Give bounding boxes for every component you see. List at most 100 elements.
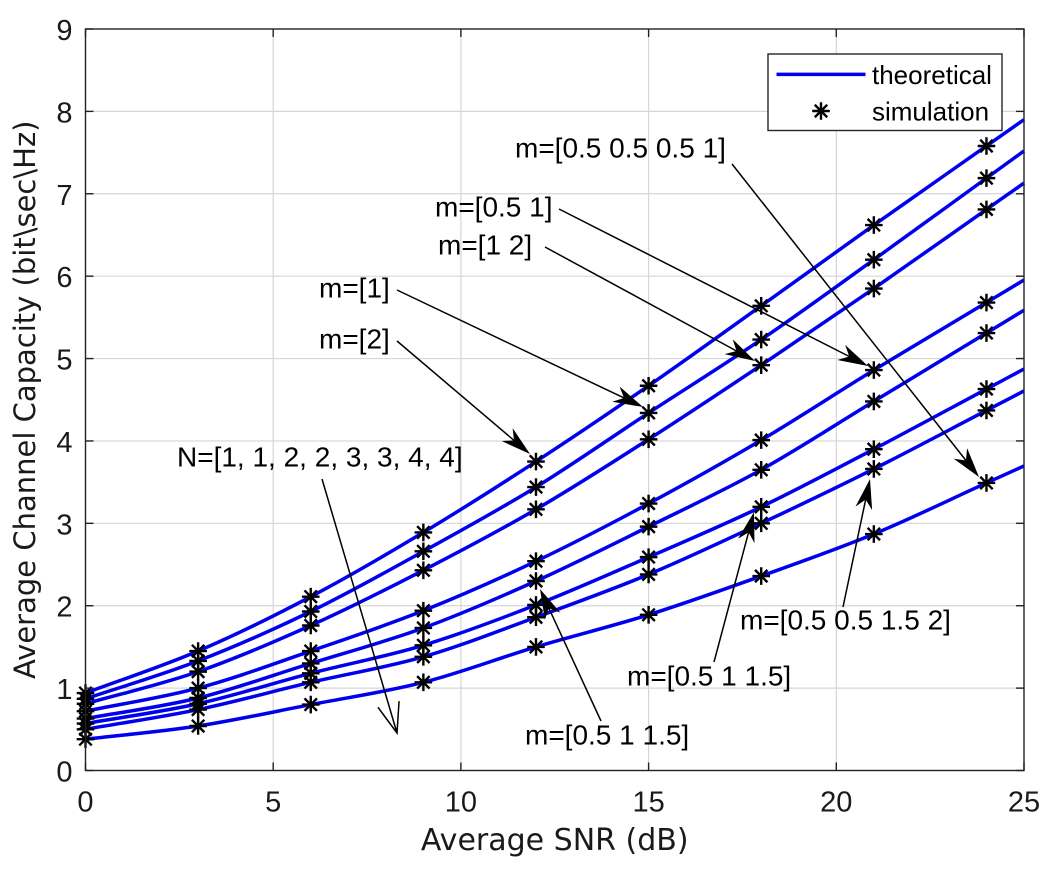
marker-asterisk [639, 376, 658, 395]
marker-asterisk [865, 460, 883, 478]
marker-asterisk [527, 500, 545, 519]
marker-asterisk [639, 605, 658, 624]
y-tick-label-1: 1 [56, 674, 72, 706]
x-tick-label-25: 25 [1008, 787, 1040, 819]
marker-asterisk [527, 638, 545, 656]
marker-asterisk [527, 572, 545, 590]
y-tick-label-2: 2 [56, 592, 72, 624]
marker-asterisk [639, 494, 658, 513]
series-line-4-m-0-5-1 [85, 278, 1025, 713]
marker-asterisk [752, 297, 771, 315]
marker-asterisk [752, 498, 771, 516]
marker-asterisk [414, 636, 433, 655]
annotation-arrow-line [396, 340, 515, 441]
legend-marker-asterisk [812, 102, 830, 120]
marker-asterisk [865, 440, 883, 458]
marker-asterisk [301, 616, 320, 635]
annotation-m-05-1-15-up: m=[0.5 1 1.5] [627, 512, 791, 692]
y-tick-label-3: 3 [56, 509, 72, 541]
grid-lines [85, 29, 1024, 771]
series-line-7-m-0-5-0-5-1-5-2 [85, 389, 1025, 732]
x-axis-label: Average SNR (dB) [421, 823, 689, 858]
marker-asterisk [977, 200, 996, 219]
marker-asterisk [301, 602, 320, 621]
annotation-arrow-line [558, 208, 850, 358]
y-tick-label-0: 0 [56, 757, 72, 789]
y-tick-label-8: 8 [56, 97, 72, 129]
marker-asterisk [527, 608, 545, 627]
annotation-arrowhead [724, 339, 755, 361]
marker-asterisk [189, 700, 207, 719]
annotation-label-m-05-05-05-1: m=[0.5 0.5 0.5 1] [515, 133, 726, 164]
axes-box [84, 28, 1025, 772]
marker-asterisk [752, 356, 771, 374]
x-tick-label-10: 10 [445, 787, 477, 819]
marker-asterisk [977, 380, 996, 398]
marker-asterisk [301, 664, 320, 683]
marker-asterisk [189, 652, 207, 670]
annotation-label-m-05-05-15-2: m=[0.5 0.5 1.5 2] [740, 605, 951, 636]
series-line-6-m-0-5-1-1-5 [85, 367, 1025, 726]
annotation-m-05-05-05-1: m=[0.5 0.5 0.5 1] [515, 133, 979, 477]
marker-asterisk [527, 478, 545, 496]
series-line-1-m-2 [84, 118, 1026, 695]
annotation-arrow-line [842, 499, 867, 608]
annotation-m-1-2: m=[1 2] [438, 230, 755, 361]
marker-asterisk [752, 431, 771, 449]
marker-asterisk [977, 293, 996, 312]
marker-asterisk [301, 673, 320, 692]
marker-asterisk [414, 601, 433, 620]
series-line-8-m-0-5-0-5-0-5-1 [85, 464, 1025, 741]
annotation-arrowhead [738, 512, 755, 544]
marker-asterisk [189, 662, 207, 681]
annotation-arrowhead [837, 344, 868, 366]
annotation-n-list: N=[1, 1, 2, 2, 3, 3, 4, 4] [177, 442, 463, 736]
marker-asterisk [189, 717, 207, 735]
marker-asterisk [865, 525, 883, 543]
series-lines [84, 118, 1026, 741]
annotation-label-m-05-1-15-low: m=[0.5 1 1.5] [525, 720, 689, 751]
y-tick-label-6: 6 [56, 262, 72, 294]
marker-asterisk [865, 216, 883, 234]
annotation-label-m-1: m=[1] [319, 273, 390, 304]
y-axis-label: Average Channel Capacity (bit\sec\Hz) [8, 121, 42, 679]
marker-asterisk [301, 695, 320, 714]
marker-asterisk [639, 517, 658, 536]
y-tick-label-9: 9 [56, 15, 72, 47]
annotation-arrowhead-vee [377, 701, 400, 736]
annotation-label-m-1-2: m=[1 2] [438, 230, 532, 261]
annotation-arrow-line [544, 246, 737, 352]
annotation-label-m-2: m=[2] [319, 324, 390, 355]
legend-label-simulation: simulation [872, 97, 989, 127]
marker-asterisk [189, 642, 207, 660]
marker-asterisk [639, 404, 658, 422]
x-tick-label-15: 15 [632, 787, 664, 819]
legend-label-theoretical: theoretical [872, 60, 992, 90]
marker-asterisk [865, 279, 883, 298]
marker-asterisk [752, 460, 771, 479]
y-tick-label-5: 5 [56, 345, 72, 377]
marker-asterisk [865, 392, 883, 411]
annotation-arrowhead [855, 479, 873, 511]
marker-asterisk [977, 474, 996, 492]
axis-titles: Average SNR (dB) Average Channel Capacity… [8, 121, 689, 858]
annotation-arrowhead [540, 589, 561, 620]
marker-asterisk [301, 642, 320, 660]
marker-asterisk [639, 430, 658, 449]
tick-labels: 0 5 10 15 20 25 0 1 2 3 4 5 6 7 8 9 [56, 15, 1040, 819]
series-markers-2-m-1 [76, 169, 996, 708]
marker-asterisk [189, 679, 207, 697]
annotation-arrow-line [731, 163, 967, 461]
marker-asterisk [977, 169, 996, 187]
marker-asterisk [752, 567, 771, 585]
annotation-m-05-1: m=[0.5 1] [435, 192, 868, 366]
marker-asterisk [977, 401, 996, 420]
marker-asterisk [865, 361, 883, 379]
series-line-3-m-1-2 [85, 181, 1026, 706]
annotation-label-m-05-1: m=[0.5 1] [435, 192, 553, 223]
y-tick-label-7: 7 [56, 180, 72, 212]
annotation-arrow-line [396, 289, 625, 399]
annotation-label-n-list: N=[1, 1, 2, 2, 3, 3, 4, 4] [177, 442, 463, 473]
